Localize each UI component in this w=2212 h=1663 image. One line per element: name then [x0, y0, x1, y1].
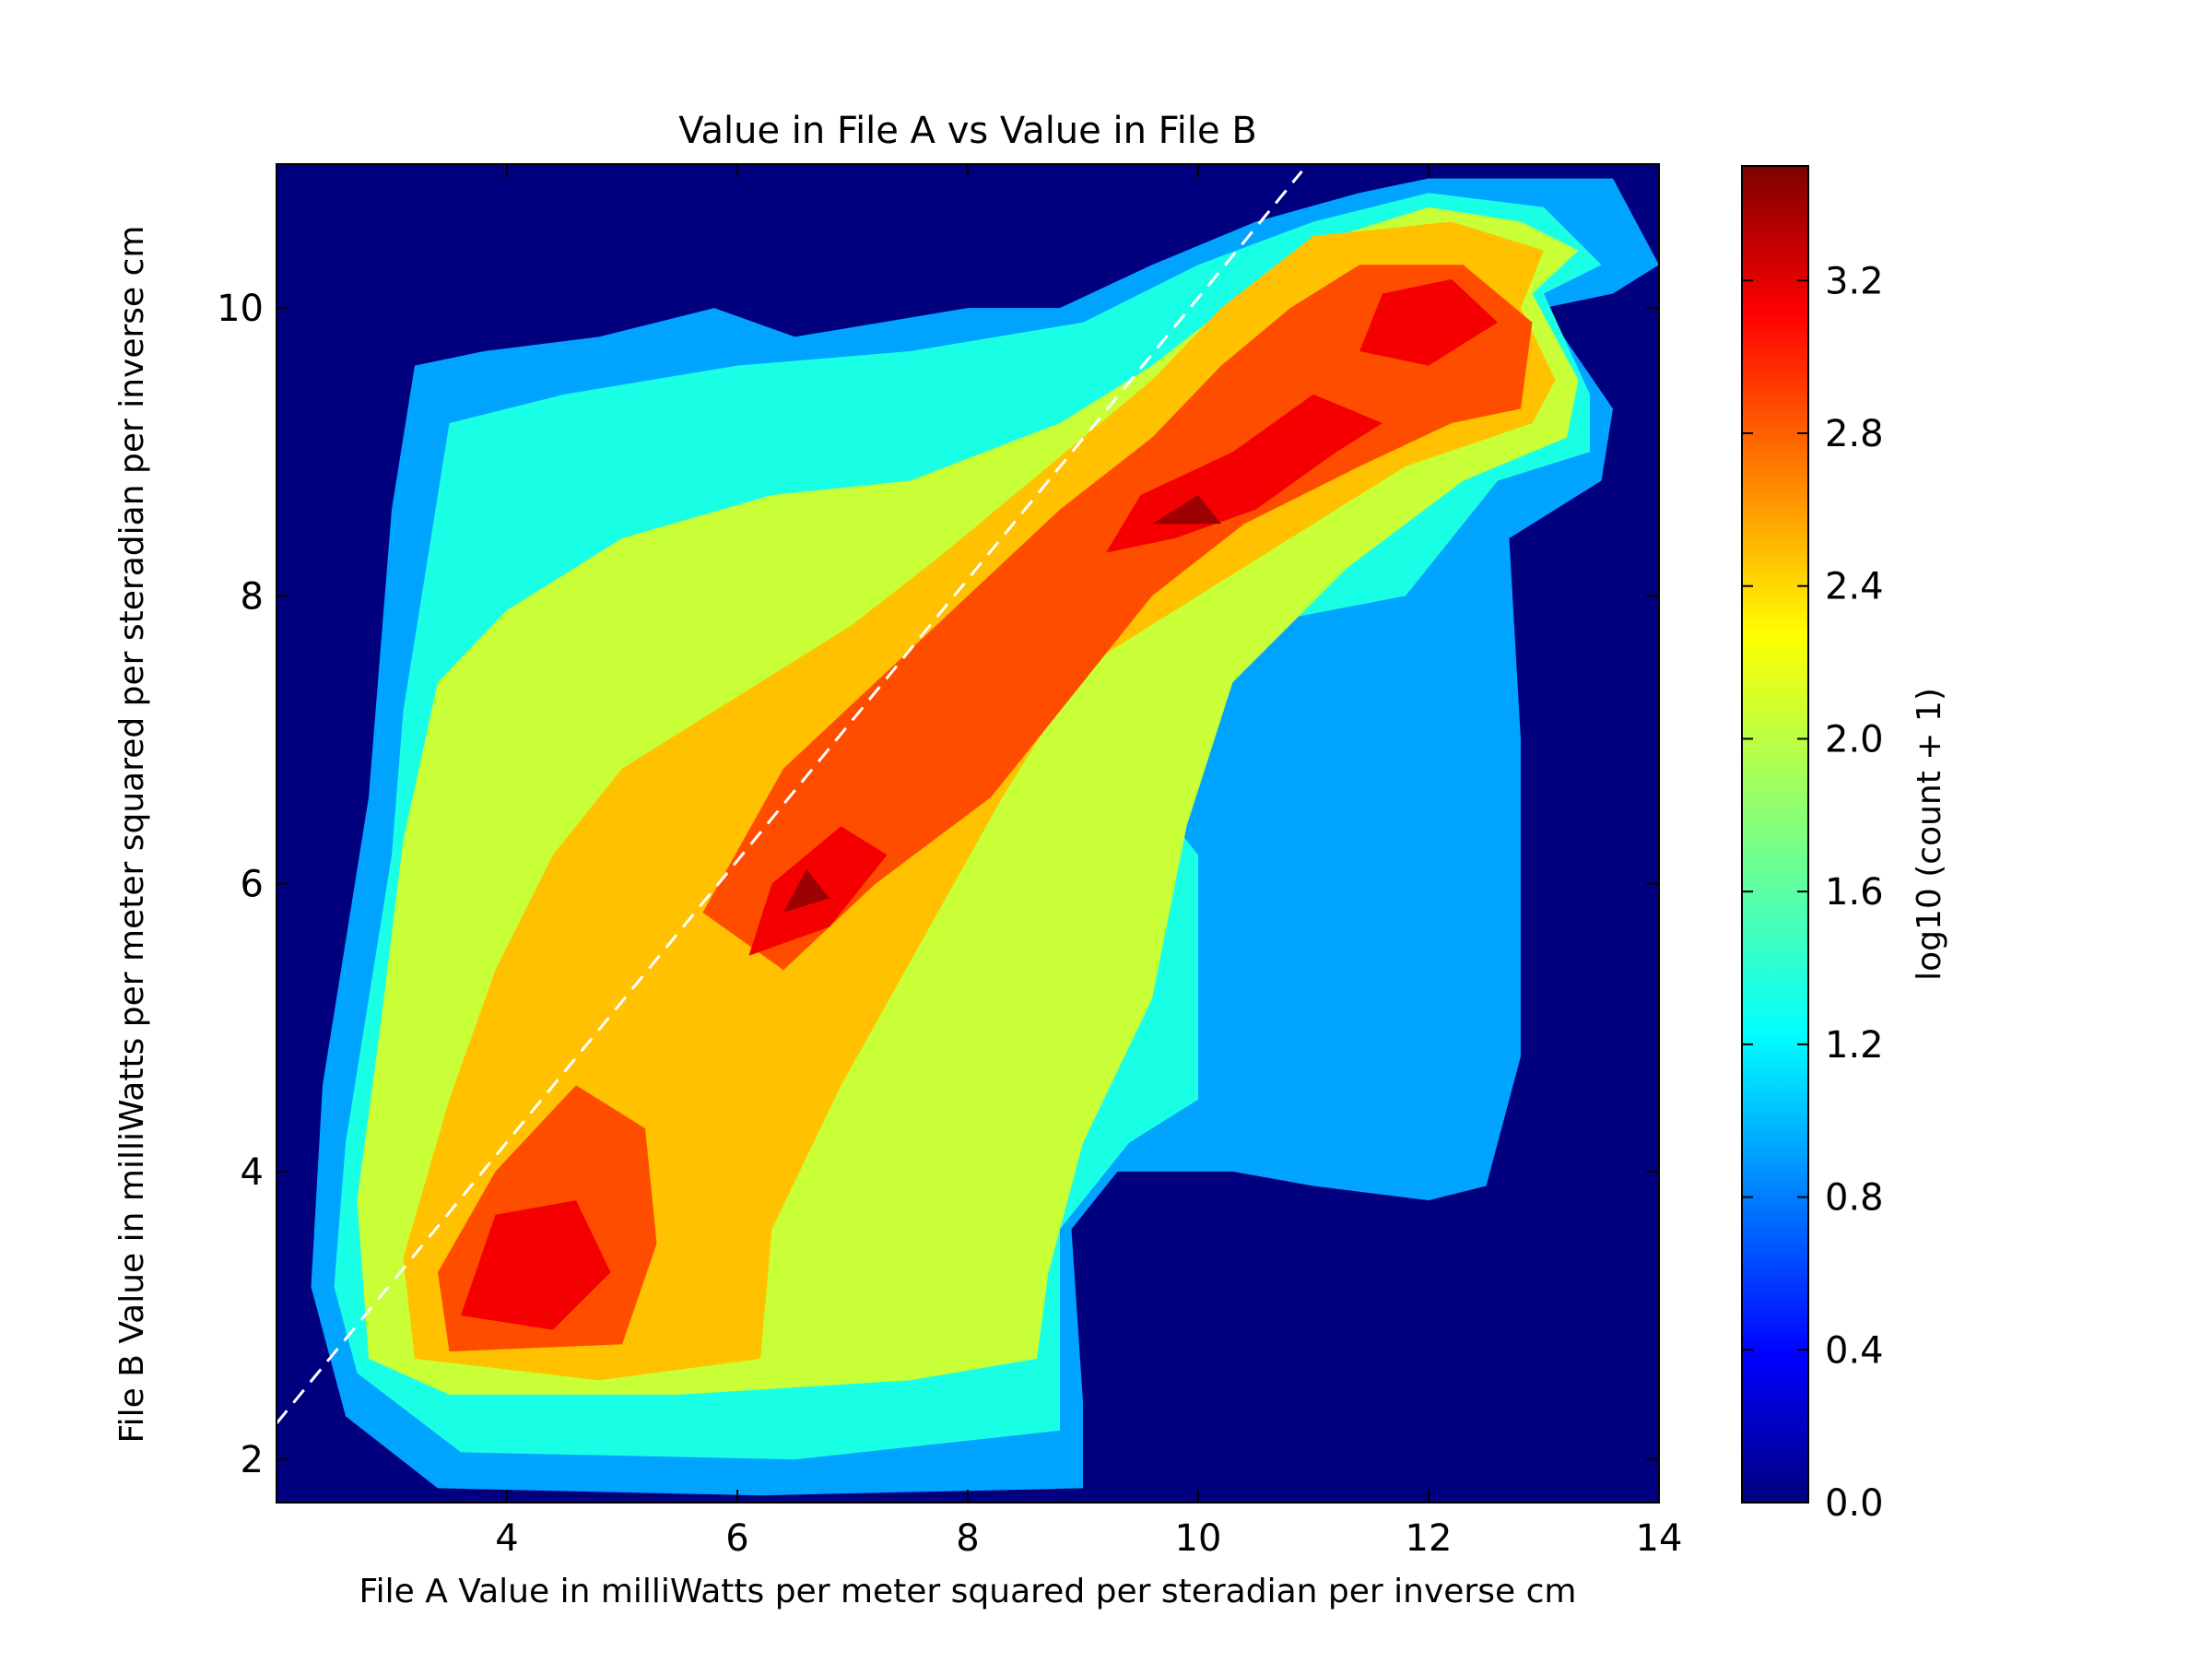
y-tick-label: 2 — [241, 1439, 264, 1481]
colorbar-tick-label: 1.6 — [1825, 871, 1884, 914]
colorbar-tick-label: 3.2 — [1825, 260, 1884, 302]
colorbar-tick-label: 0.4 — [1825, 1329, 1884, 1372]
colorbar-tick-label: 0.0 — [1825, 1482, 1884, 1525]
density-region-9 — [1359, 278, 1498, 366]
chart-title: Value in File A vs Value in File B — [678, 110, 1257, 152]
y-axis-label: File B Value in milliWatts per meter squ… — [113, 226, 151, 1444]
y-tick-label: 4 — [241, 1151, 264, 1194]
density-region-11 — [783, 869, 830, 913]
density-region-6 — [461, 1200, 611, 1330]
x-tick-label: 14 — [1636, 1517, 1683, 1560]
colorbar-tick-label: 1.2 — [1825, 1024, 1884, 1067]
colorbar — [1741, 165, 1809, 1504]
x-tick-label: 6 — [725, 1517, 748, 1560]
colorbar-label: log10 (count + 1) — [1911, 688, 1948, 981]
y-tick-label: 10 — [217, 288, 264, 330]
reference-line-group — [276, 170, 1303, 1425]
density-region-10 — [1152, 495, 1221, 525]
colorbar-ticks: 0.0 0.4 0.8 1.2 1.6 2.0 2.4 2.8 3.2 — [1742, 260, 1884, 1525]
colorbar-tick-label: 2.0 — [1825, 718, 1884, 761]
reference-line — [276, 170, 1303, 1425]
x-tick-label: 12 — [1406, 1517, 1453, 1560]
x-axis: 4 6 8 10 12 14 — [495, 164, 1682, 1560]
y-axis: 2 4 6 8 10 — [217, 288, 1659, 1481]
colorbar-tick-label: 2.4 — [1825, 566, 1884, 608]
x-tick-label: 4 — [495, 1517, 518, 1560]
y-tick-label: 8 — [241, 575, 264, 618]
y-tick-label: 6 — [241, 864, 264, 906]
x-tick-label: 8 — [956, 1517, 979, 1560]
x-tick-label: 10 — [1175, 1517, 1222, 1560]
colorbar-tick-label: 0.8 — [1825, 1177, 1884, 1220]
density-regions — [311, 178, 1659, 1496]
colorbar-tick-label: 2.8 — [1825, 413, 1884, 455]
x-axis-label: File A Value in milliWatts per meter squ… — [359, 1573, 1577, 1610]
